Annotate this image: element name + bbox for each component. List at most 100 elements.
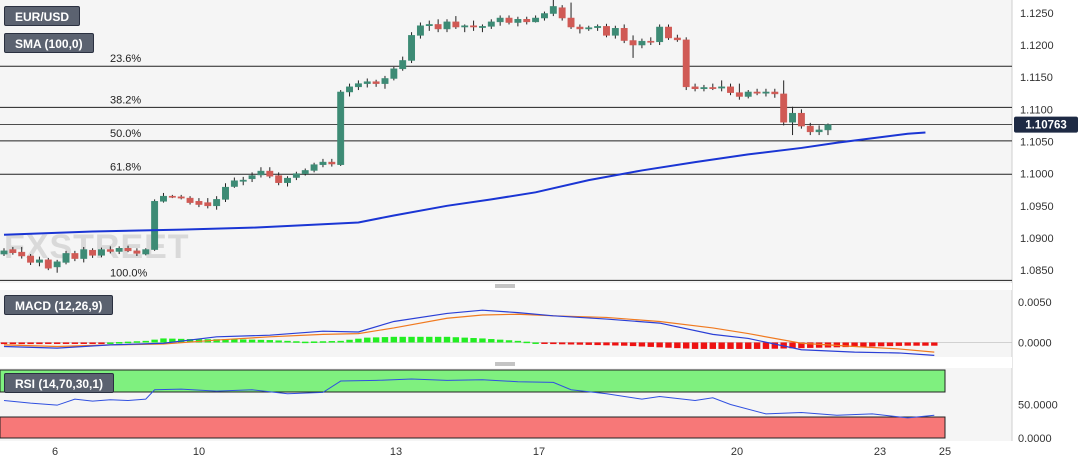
macd-hist-bar-pos	[461, 337, 468, 343]
candle-body-down	[797, 112, 805, 127]
candle-body-up	[762, 91, 770, 94]
macd-hist-bar-pos	[355, 338, 362, 343]
candle-body-up	[301, 170, 309, 174]
candle-body-up	[213, 199, 221, 207]
macd-hist-bar-pos	[470, 338, 477, 343]
rsi-indicator-badge[interactable]: RSI (14,70,30,1)	[4, 373, 115, 393]
candle-body-up	[744, 91, 752, 97]
candle-body-up	[319, 161, 327, 165]
price-axis-tick: 1.0850	[1020, 265, 1054, 277]
candle-body-up	[532, 17, 540, 23]
candle-body-up	[142, 249, 150, 255]
macd-hist-bar-neg	[895, 342, 903, 346]
candle-body-down	[647, 40, 655, 43]
macd-hist-bar-pos	[479, 338, 486, 343]
macd-hist-bar-pos	[293, 341, 300, 343]
rsi-divider-handle[interactable]	[495, 362, 515, 366]
macd-hist-bar-pos	[310, 341, 318, 343]
candle-body-down	[177, 196, 185, 199]
x-axis-date-label: 23	[874, 446, 886, 458]
candle-body-down	[18, 251, 26, 257]
macd-hist-bar-pos	[231, 339, 238, 343]
macd-hist-bar-neg	[638, 342, 646, 347]
candle-body-up	[80, 249, 88, 259]
candle-body-up	[248, 175, 256, 180]
candle-body-up	[656, 26, 664, 43]
macd-hist-bar-neg	[45, 342, 52, 344]
macd-hist-bar-neg	[691, 342, 699, 349]
macd-hist-bar-pos	[169, 338, 176, 343]
macd-hist-bar-pos	[337, 340, 344, 343]
macd-hist-bar-pos	[390, 336, 398, 343]
x-axis-date-label: 13	[390, 446, 402, 458]
price-axis-tick: 1.0900	[1020, 233, 1054, 245]
macd-hist-bar-neg	[771, 342, 779, 349]
fib-label-3: 50.0%	[110, 128, 141, 140]
candle-body-up	[363, 81, 371, 84]
macd-hist-bar-pos	[426, 336, 433, 343]
candle-body-up	[310, 164, 318, 171]
candle-body-up	[354, 83, 362, 88]
rsi-axis-tick: 50.0000	[1018, 400, 1058, 412]
candle-body-down	[195, 201, 203, 205]
macd-hist-bar-neg	[922, 342, 929, 346]
candle-body-up	[390, 68, 398, 79]
macd-hist-bar-pos	[372, 337, 380, 343]
fib-label-4: 61.8%	[110, 161, 141, 173]
macd-hist-bar-neg	[798, 342, 805, 349]
candle-body-up	[700, 87, 708, 90]
macd-hist-bar-pos	[160, 338, 167, 343]
candle-body-down	[709, 87, 717, 89]
macd-hist-bar-neg	[541, 342, 548, 344]
macd-hist-bar-pos	[115, 342, 123, 344]
candle-body-down	[523, 19, 531, 23]
macd-divider-handle[interactable]	[495, 284, 515, 288]
candle-body-up	[337, 91, 345, 165]
macd-hist-bar-neg	[576, 342, 584, 345]
candle-body-up	[541, 13, 548, 19]
candle-body-up	[718, 86, 726, 89]
macd-hist-bar-neg	[0, 342, 8, 345]
candle-body-up	[496, 17, 504, 23]
macd-hist-bar-neg	[567, 342, 575, 345]
fib-label-2: 38.2%	[110, 94, 141, 106]
macd-indicator-badge[interactable]: MACD (12,26,9)	[4, 295, 114, 315]
macd-hist-bar-neg	[647, 342, 654, 347]
candle-body-up	[0, 250, 8, 255]
candle-body-up	[478, 26, 486, 28]
candle-body-down	[771, 91, 779, 95]
macd-hist-bar-neg	[98, 342, 105, 344]
candle-body-down	[9, 249, 17, 254]
macd-hist-bar-pos	[257, 339, 265, 343]
macd-hist-bar-pos	[496, 339, 504, 343]
candle-body-up	[408, 35, 416, 61]
macd-hist-bar-neg	[53, 342, 61, 344]
candle-body-down	[753, 91, 761, 94]
candle-body-down	[665, 26, 672, 39]
macd-hist-bar-neg	[62, 342, 70, 344]
macd-hist-bar-neg	[842, 342, 849, 348]
rsi-oversold-zone	[0, 416, 946, 439]
macd-hist-bar-pos	[443, 336, 451, 343]
macd-hist-bar-pos	[266, 340, 273, 343]
macd-hist-bar-neg	[869, 342, 876, 347]
x-axis-date-label: 17	[533, 446, 545, 458]
symbol-badge[interactable]: EUR/USD	[4, 6, 81, 26]
candle-body-down	[673, 37, 681, 41]
candle-body-up	[611, 28, 619, 36]
macd-hist-bar-pos	[514, 340, 522, 343]
macd-hist-bar-pos	[434, 336, 442, 343]
candle-body-down	[27, 255, 35, 263]
macd-hist-bar-neg	[762, 342, 770, 349]
macd-hist-bar-pos	[417, 336, 424, 343]
sma-indicator-badge[interactable]: SMA (100,0)	[4, 33, 94, 53]
macd-hist-bar-neg	[931, 342, 938, 346]
candle-body-up	[487, 21, 495, 27]
price-axis-tick: 1.1000	[1020, 169, 1054, 181]
candle-body-up	[151, 201, 159, 250]
macd-hist-bar-pos	[186, 339, 194, 343]
candle-body-down	[470, 25, 478, 28]
candle-body-up	[824, 124, 832, 131]
